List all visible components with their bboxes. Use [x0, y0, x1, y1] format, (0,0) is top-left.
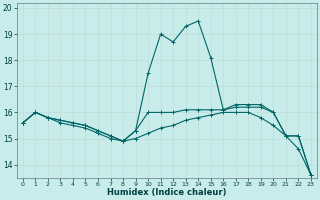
X-axis label: Humidex (Indice chaleur): Humidex (Indice chaleur) — [107, 188, 227, 197]
